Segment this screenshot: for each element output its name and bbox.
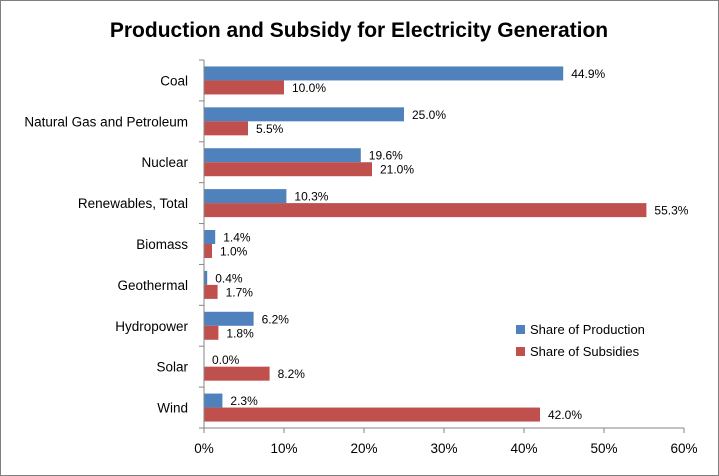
subsidy-data-label: 55.3% <box>654 204 688 218</box>
x-tick-label: 40% <box>510 441 537 456</box>
axes-group: 0% 10% 20% 30% 40% 50% 60% Coal Natural Gas and … <box>24 59 698 456</box>
subsidy-data-label: 1.7% <box>226 285 254 299</box>
production-data-label: 19.6% <box>369 149 403 163</box>
category-label: Nuclear <box>141 155 188 170</box>
subsidy-data-label: 5.5% <box>256 122 284 136</box>
subsidy-data-label: 21.0% <box>380 163 414 177</box>
category-label: Biomass <box>136 237 188 252</box>
bars-group: 44.9% 10.0% 25.0% 5.5% 19.6%21.0% 10.3% 55.3% 1… <box>204 66 689 422</box>
production-data-label: 6.2% <box>262 312 290 326</box>
subsidy-bar <box>204 162 372 177</box>
category-label: Coal <box>160 73 188 88</box>
category-label: Hydropower <box>115 319 188 334</box>
x-tick-label: 50% <box>590 441 617 456</box>
category-label: Solar <box>156 360 188 375</box>
subsidy-data-label: 10.0% <box>292 81 326 95</box>
category-label: Wind <box>157 401 188 416</box>
production-bar <box>204 393 223 408</box>
subsidy-data-label: 1.8% <box>226 326 254 340</box>
subsidy-bar <box>204 203 647 218</box>
chart-title: Production and Subsidy for Electricity G… <box>110 19 608 42</box>
production-bar <box>204 311 254 326</box>
legend-subsidy-swatch <box>516 347 525 356</box>
subsidy-bar <box>204 325 219 340</box>
production-data-label: 0.4% <box>215 271 243 285</box>
subsidy-bar <box>204 366 270 381</box>
production-bar <box>204 107 404 122</box>
subsidy-bar <box>204 80 284 95</box>
x-tick-label: 10% <box>270 441 297 456</box>
production-data-label: 25.0% <box>412 108 446 122</box>
x-tick-label: 20% <box>350 441 377 456</box>
legend-production-swatch <box>516 325 525 334</box>
subsidy-data-label: 1.0% <box>220 245 248 259</box>
category-label: Natural Gas and Petroleum <box>24 114 188 129</box>
production-bar <box>204 66 564 81</box>
subsidy-bar <box>204 121 248 136</box>
subsidy-data-label: 8.2% <box>278 367 306 381</box>
x-tick-label: 0% <box>194 441 214 456</box>
production-data-label: 2.3% <box>230 394 258 408</box>
production-bar <box>204 230 216 244</box>
x-tick-label: 30% <box>430 441 457 456</box>
production-data-label: 0.0% <box>212 353 240 367</box>
production-data-label: 10.3% <box>294 190 328 204</box>
legend-subsidy-label: Share of Subsidies <box>530 344 640 359</box>
category-label: Renewables, Total <box>78 196 188 211</box>
production-data-label: 1.4% <box>223 231 251 245</box>
subsidy-bar <box>204 284 218 299</box>
x-tick-label: 60% <box>670 441 697 456</box>
subsidy-data-label: 42.0% <box>548 408 582 422</box>
legend-production-label: Share of Production <box>530 322 645 337</box>
production-data-label: 44.9% <box>571 67 605 81</box>
category-label: Geothermal <box>117 278 188 293</box>
legend: Share of Production Share of Subsidies <box>516 322 645 359</box>
production-bar <box>204 189 287 204</box>
subsidy-bar <box>204 244 212 258</box>
production-bar <box>204 148 361 163</box>
production-bar <box>204 270 208 285</box>
subsidy-bar <box>204 407 540 422</box>
